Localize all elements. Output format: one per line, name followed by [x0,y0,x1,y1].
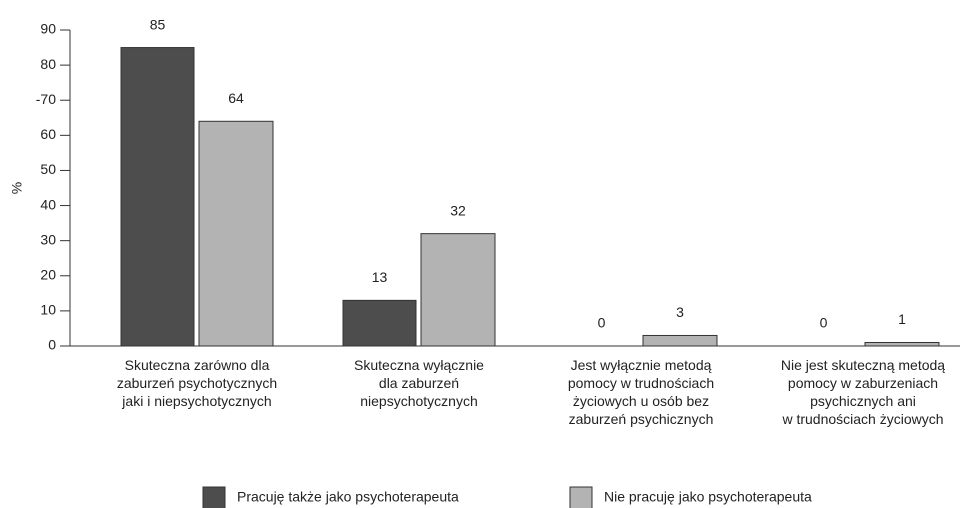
value-label: 0 [820,315,828,331]
y-tick-label: 50 [40,161,56,177]
value-label: 32 [450,202,466,218]
legend-swatch [202,486,226,508]
y-tick-label: 10 [40,302,56,318]
value-label: 0 [598,315,606,331]
y-axis-label: % [9,182,25,194]
y-tick-label: 80 [40,56,56,72]
bar [420,233,496,347]
bar [642,334,718,347]
value-label: 13 [372,269,388,285]
y-tick-label: 90 [40,21,56,37]
bar [198,120,274,347]
bar [342,299,417,347]
y-tick-label: 30 [40,231,56,247]
x-tick-label: Skuteczna zarówno dla zaburzeń psychotycz… [117,357,277,409]
x-tick-label: Nie jest skuteczną metodą pomocy w zaburz… [781,357,945,427]
value-label: 3 [676,304,684,320]
x-tick-label: Skuteczna wyłącznie dla zaburzeń niepsycho… [354,357,484,409]
y-tick-label: 0 [48,337,56,353]
value-label: 85 [150,16,166,32]
bar [120,47,195,347]
x-tick-label: Jest wyłącznie metodą pomocy w trudnościa… [568,357,714,427]
y-tick-label: -70 [36,91,56,107]
bar [864,341,940,347]
legend-swatch [569,486,593,508]
legend-label: Pracuję także jako psychoterapeuta [237,489,459,505]
y-tick-label: 60 [40,126,56,142]
value-label: 64 [228,90,244,106]
value-label: 1 [898,311,906,327]
y-tick-label: 40 [40,196,56,212]
legend-label: Nie pracuję jako psychoterapeuta [604,489,812,505]
y-tick-label: 20 [40,266,56,282]
